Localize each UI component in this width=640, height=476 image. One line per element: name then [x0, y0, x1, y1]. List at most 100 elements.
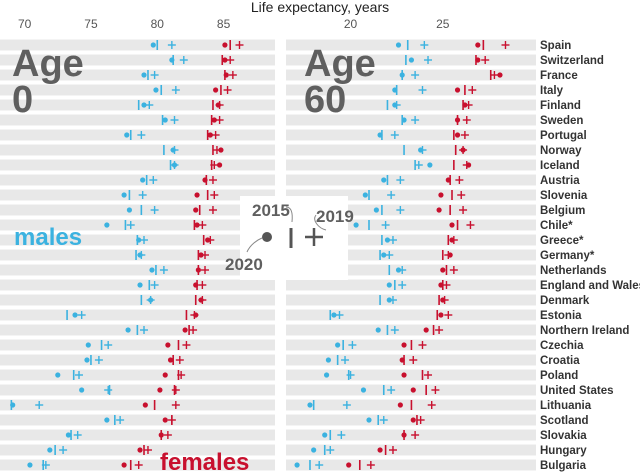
- females-2019-marker: [189, 326, 198, 334]
- males-2020-point: [307, 402, 313, 408]
- country-label: Sweden: [540, 115, 583, 127]
- panel-label-age0-line1: Age: [12, 43, 84, 85]
- females-2019-marker: [424, 371, 433, 379]
- country-label: Slovakia: [540, 430, 587, 442]
- legend-2015-connector: [285, 206, 293, 223]
- males-2019-marker: [35, 401, 44, 409]
- males-2020-point: [27, 462, 33, 468]
- females-2019-marker: [418, 341, 427, 349]
- males-2020-point: [125, 327, 131, 333]
- females-2020-point: [401, 372, 407, 378]
- females-2019-marker: [490, 71, 499, 79]
- males-2020-point: [311, 447, 317, 453]
- females-2020-point: [207, 132, 213, 138]
- row-band: [0, 84, 275, 96]
- females-2019-marker: [163, 431, 172, 439]
- females-2020-point: [397, 402, 403, 408]
- males-2019-marker: [171, 86, 180, 94]
- country-label: Scotland: [540, 415, 589, 427]
- females-2020-point: [211, 117, 217, 123]
- females-2020-point: [410, 417, 416, 423]
- females-2019-marker: [235, 41, 244, 49]
- males-2020-point: [375, 327, 381, 333]
- males-2019-marker: [341, 356, 350, 364]
- row-band: [286, 159, 536, 171]
- males-2019-marker: [170, 146, 179, 154]
- males-2020-point: [294, 462, 300, 468]
- females-2019-marker: [175, 356, 184, 364]
- row-band: [0, 264, 275, 276]
- country-labels: Spain Switzerland France Italy Finland Sweden…: [540, 40, 640, 472]
- legend-2020-label: 2020: [225, 255, 263, 274]
- legend-2020-connector: [246, 237, 263, 253]
- females-label: females: [160, 449, 249, 476]
- row-band: [286, 264, 536, 276]
- panel-label-age0-line2: 0: [12, 79, 33, 121]
- country-label: Austria: [540, 175, 580, 187]
- females-2020-point: [346, 462, 352, 468]
- males-2019-marker: [414, 161, 423, 169]
- males-2019-marker: [126, 221, 135, 229]
- males-2019-marker: [73, 431, 82, 439]
- females-2019-marker: [198, 296, 207, 304]
- females-2020-point: [194, 192, 200, 198]
- males-2020-point: [331, 312, 337, 318]
- females-2020-point: [162, 372, 168, 378]
- males-2019-marker: [75, 371, 84, 379]
- males-2019-marker: [104, 341, 113, 349]
- males-2019-marker: [170, 116, 179, 124]
- males-2020-point: [325, 357, 332, 363]
- females-2020-point: [497, 72, 503, 78]
- males-2020-point: [79, 387, 85, 393]
- chart-title: Life expectancy, years: [251, 0, 389, 15]
- row-band: [0, 159, 275, 171]
- males-2019-marker: [116, 416, 125, 424]
- males-2019-marker: [150, 206, 159, 214]
- row-band: [0, 144, 275, 156]
- females-2020-point: [475, 42, 481, 48]
- row-band: [0, 189, 275, 201]
- legend-2020-marker: [262, 232, 272, 242]
- males-2019-marker: [418, 86, 427, 94]
- row-band: [0, 414, 275, 426]
- females-2019-marker: [208, 176, 217, 184]
- country-label: France: [540, 70, 578, 82]
- males-2020-point: [140, 177, 146, 183]
- females-2019-marker: [177, 371, 186, 379]
- females-2020-point: [142, 402, 148, 408]
- females-2019-marker: [366, 461, 375, 469]
- males-2020-point: [384, 237, 391, 243]
- males-2019-marker: [387, 386, 396, 394]
- females-2019-marker: [435, 326, 444, 334]
- country-label: Northern Ireland: [540, 325, 629, 337]
- females-2019-marker: [431, 386, 440, 394]
- males-2020-point: [381, 177, 387, 183]
- females-2019-marker: [171, 386, 180, 394]
- males-2019-marker: [146, 296, 155, 304]
- females-2020-point: [137, 447, 143, 453]
- panel-label-age60-line1: Age: [304, 43, 376, 85]
- row-band: [0, 54, 275, 66]
- males-2019-marker: [170, 161, 179, 169]
- females-2020-point: [410, 387, 416, 393]
- males-2019-marker: [137, 251, 146, 259]
- females-2019-marker: [212, 146, 221, 154]
- males-2019-marker: [387, 191, 396, 199]
- males-2019-marker: [388, 296, 397, 304]
- males-2020-point: [150, 42, 156, 48]
- row-band: [286, 459, 536, 471]
- males-2020-point: [55, 372, 61, 378]
- females-2020-point: [157, 387, 163, 393]
- males-2019-marker: [390, 131, 399, 139]
- females-2019-marker: [459, 206, 468, 214]
- females-2019-marker: [444, 251, 453, 259]
- females-2019-marker: [211, 131, 220, 139]
- row-band: [286, 69, 536, 81]
- country-label: Estonia: [540, 310, 582, 322]
- males-2019-marker: [326, 446, 335, 454]
- males-2019-marker: [424, 56, 433, 64]
- males-2019-marker: [418, 146, 427, 154]
- males-2020-point: [373, 207, 379, 213]
- males-2020-point: [65, 432, 71, 438]
- females-2019-marker: [182, 341, 191, 349]
